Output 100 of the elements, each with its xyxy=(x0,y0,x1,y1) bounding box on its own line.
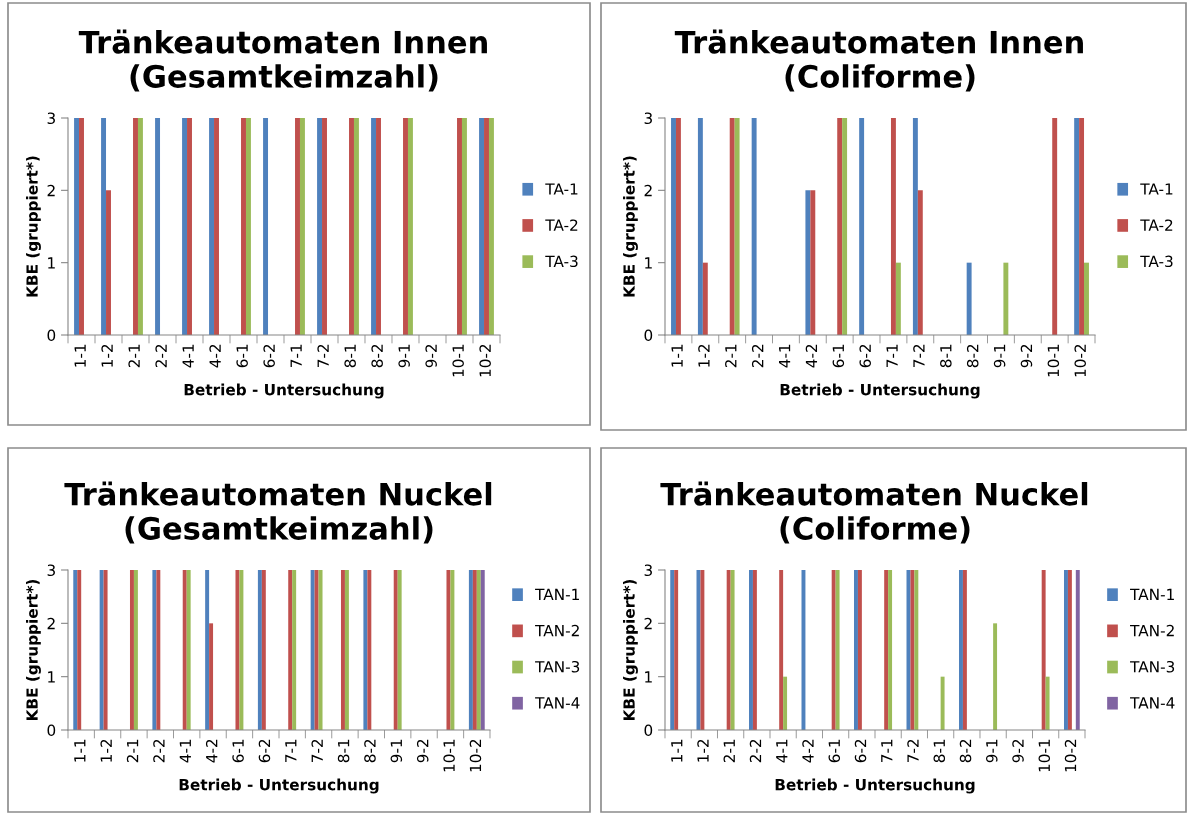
x-tick-label: 6-2 xyxy=(263,344,275,368)
x-tick-label: 10-1 xyxy=(443,739,455,772)
x-axis-title: Betrieb - Untersuchung xyxy=(184,383,384,399)
x-tick-label: 2-2 xyxy=(153,739,165,763)
x-tick-label: 9-2 xyxy=(1012,739,1024,763)
bar xyxy=(675,118,681,335)
x-tick-label: 8-1 xyxy=(337,739,350,763)
legend-label: TAN-3 xyxy=(535,660,580,673)
bar xyxy=(1079,118,1085,335)
x-tick-label: 4-2 xyxy=(805,344,818,368)
x-tick-label: 10-2 xyxy=(479,344,491,377)
bar xyxy=(697,118,703,335)
x-tick-label: 9-1 xyxy=(986,739,998,763)
bar xyxy=(966,262,972,335)
bar xyxy=(854,570,858,730)
x-tick-label: 9-1 xyxy=(398,344,410,368)
y-axis-title: KBE (gruppiert*) xyxy=(623,156,638,297)
x-tick-label: 6-2 xyxy=(854,739,867,763)
x-tick-label: 4-2 xyxy=(209,344,221,368)
y-tick-label: 1 xyxy=(645,671,652,683)
x-tick-label: 2-1 xyxy=(128,344,140,368)
x-tick-label: 8-1 xyxy=(940,344,952,368)
x-tick-label: 2-1 xyxy=(723,739,735,763)
x-tick-label: 7-1 xyxy=(290,344,302,368)
bar xyxy=(993,623,998,730)
bar xyxy=(783,676,788,730)
bar xyxy=(1003,262,1009,335)
y-tick-label: 0 xyxy=(644,329,653,342)
bar xyxy=(859,118,865,335)
x-tick-label: 8-1 xyxy=(933,739,946,763)
x-tick-label: 1-2 xyxy=(101,344,113,367)
bar xyxy=(895,262,901,335)
x-tick-label: 7-1 xyxy=(886,344,898,368)
x-tick-label: 4-1 xyxy=(182,344,194,368)
bar xyxy=(962,570,967,730)
legend-label: TAN-4 xyxy=(1130,697,1175,709)
bar xyxy=(1075,570,1080,730)
bar xyxy=(729,118,735,335)
legend-label: TA-3 xyxy=(545,255,578,268)
bar xyxy=(940,676,945,730)
y-tick-label: 2 xyxy=(644,184,652,197)
x-tick-label: 8-2 xyxy=(364,739,376,763)
x-tick-label: 6-1 xyxy=(832,344,845,368)
y-tick-label: 0 xyxy=(47,724,56,737)
x-tick-label: 9-1 xyxy=(993,344,1006,368)
x-tick-label: 6-1 xyxy=(232,739,244,763)
bar xyxy=(837,118,843,335)
x-tick-label: 9-2 xyxy=(1020,344,1033,368)
y-tick-label: 3 xyxy=(644,564,652,577)
x-axis-title: Betrieb - Untersuchung xyxy=(780,383,980,399)
x-axis-title: Betrieb - Untersuchung xyxy=(179,778,379,794)
x-tick-label: 2-2 xyxy=(155,344,167,368)
chart-title: Tränkeautomaten Innen (Coliforme) xyxy=(674,29,1083,92)
bar xyxy=(749,570,753,730)
bar xyxy=(831,570,836,730)
y-tick-label: 0 xyxy=(644,724,653,737)
chart-title: Tränkeautomaten Nuckel (Gesamtkeimzahl) xyxy=(64,481,492,544)
bar xyxy=(959,570,963,730)
bar xyxy=(835,570,840,730)
x-tick-label: 4-2 xyxy=(802,739,814,763)
bar xyxy=(917,190,923,335)
y-axis-title: KBE (gruppiert*) xyxy=(26,579,41,721)
bar xyxy=(888,570,893,730)
x-tick-label: 9-1 xyxy=(390,739,403,763)
y-tick-label: 0 xyxy=(47,329,56,342)
bar xyxy=(1064,570,1068,730)
legend-label: TA-2 xyxy=(545,219,578,231)
x-tick-label: 8-2 xyxy=(959,739,972,763)
legend-label: TA-3 xyxy=(1140,255,1173,268)
x-tick-label: 10-2 xyxy=(1074,344,1086,377)
x-tick-label: 10-1 xyxy=(452,344,464,377)
x-tick-label: 8-2 xyxy=(371,344,383,368)
legend-label: TA-2 xyxy=(1140,219,1173,231)
x-tick-label: 6-2 xyxy=(258,739,271,763)
x-tick-label: 7-1 xyxy=(881,739,893,763)
x-tick-label: 1-2 xyxy=(698,344,710,367)
y-tick-label: 2 xyxy=(47,617,55,630)
x-tick-label: 9-2 xyxy=(425,344,437,368)
bar xyxy=(1052,118,1058,335)
x-tick-label: 4-1 xyxy=(776,739,788,763)
bar xyxy=(1067,570,1072,730)
x-tick-label: 4-1 xyxy=(179,739,191,763)
x-tick-label: 1-2 xyxy=(697,739,709,762)
x-tick-label: 8-1 xyxy=(344,344,356,368)
y-tick-label: 2 xyxy=(644,617,652,630)
x-tick-label: 4-2 xyxy=(205,739,218,763)
bar xyxy=(726,570,731,730)
x-tick-label: 2-1 xyxy=(126,739,139,763)
x-tick-label: 7-1 xyxy=(285,739,297,763)
bar xyxy=(700,570,705,730)
x-tick-label: 10-2 xyxy=(1064,739,1077,772)
bar xyxy=(890,118,896,335)
chart-title: Tränkeautomaten Nuckel (Coliforme) xyxy=(660,481,1088,544)
y-tick-label: 1 xyxy=(645,257,652,269)
x-tick-label: 7-2 xyxy=(913,344,925,368)
bar xyxy=(702,262,708,335)
bar xyxy=(1041,570,1046,730)
x-tick-label: 10-1 xyxy=(1038,739,1051,772)
bar xyxy=(805,190,811,335)
y-tick-label: 1 xyxy=(48,257,55,269)
